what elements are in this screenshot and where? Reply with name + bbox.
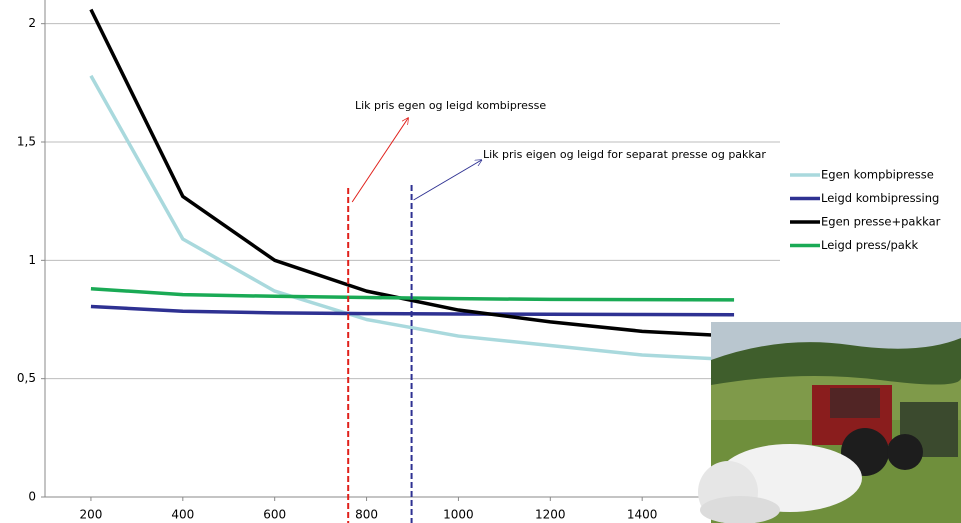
legend-label: Egen kompbipresse xyxy=(821,168,934,182)
y-tick-label: 1 xyxy=(28,253,36,267)
annotation-text: Lik pris eigen og leigd for separat pres… xyxy=(483,148,766,161)
x-tick-label: 800 xyxy=(355,508,378,522)
x-tick-label: 1200 xyxy=(535,508,566,522)
x-tick-label: 400 xyxy=(171,508,194,522)
photo-shape xyxy=(830,388,880,418)
series-line xyxy=(89,74,735,362)
legend-label: Egen presse+pakkar xyxy=(821,215,941,229)
photo xyxy=(698,322,961,523)
photo-shape xyxy=(700,496,780,523)
x-tick-label: 200 xyxy=(79,508,102,522)
y-tick-label: 1,5 xyxy=(17,135,36,149)
legend-label: Leigd kombipressing xyxy=(821,191,939,205)
y-tick-label: 0,5 xyxy=(17,371,36,385)
legend-label: Leigd press/pakk xyxy=(821,238,918,252)
x-tick-label: 1400 xyxy=(627,508,658,522)
annotation-arrow xyxy=(413,160,482,201)
y-tick-label: 2 xyxy=(28,16,36,30)
y-tick-label: 0 xyxy=(28,490,36,504)
annotation-text: Lik pris egen og leigd kombipresse xyxy=(355,99,546,112)
x-tick-label: 1000 xyxy=(443,508,474,522)
annotation-arrow xyxy=(351,118,408,203)
x-tick-label: 600 xyxy=(263,508,286,522)
photo-shape xyxy=(887,434,923,470)
series-line xyxy=(89,8,735,338)
